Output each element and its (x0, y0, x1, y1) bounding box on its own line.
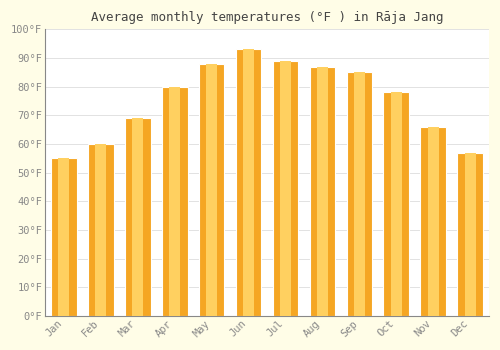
Bar (168, 87, 180, 316)
Bar (242, 49, 254, 316)
Bar (428, 127, 439, 316)
Bar (50, 158, 76, 316)
Bar (162, 87, 188, 316)
Bar (464, 153, 476, 316)
Bar (95, 144, 106, 316)
Bar (124, 118, 150, 316)
Bar (88, 144, 114, 316)
Bar (316, 66, 328, 316)
Title: Average monthly temperatures (°F ) in Rāja Jang: Average monthly temperatures (°F ) in Rā… (91, 11, 444, 24)
Bar (346, 72, 372, 316)
Bar (354, 72, 366, 316)
Bar (206, 64, 218, 316)
Bar (384, 92, 409, 316)
Bar (280, 61, 291, 316)
Bar (458, 153, 483, 316)
Bar (198, 64, 224, 316)
Bar (272, 61, 298, 316)
Bar (132, 118, 143, 316)
Bar (420, 127, 446, 316)
Bar (58, 158, 70, 316)
Bar (390, 92, 402, 316)
Bar (236, 49, 262, 316)
Bar (310, 66, 336, 316)
